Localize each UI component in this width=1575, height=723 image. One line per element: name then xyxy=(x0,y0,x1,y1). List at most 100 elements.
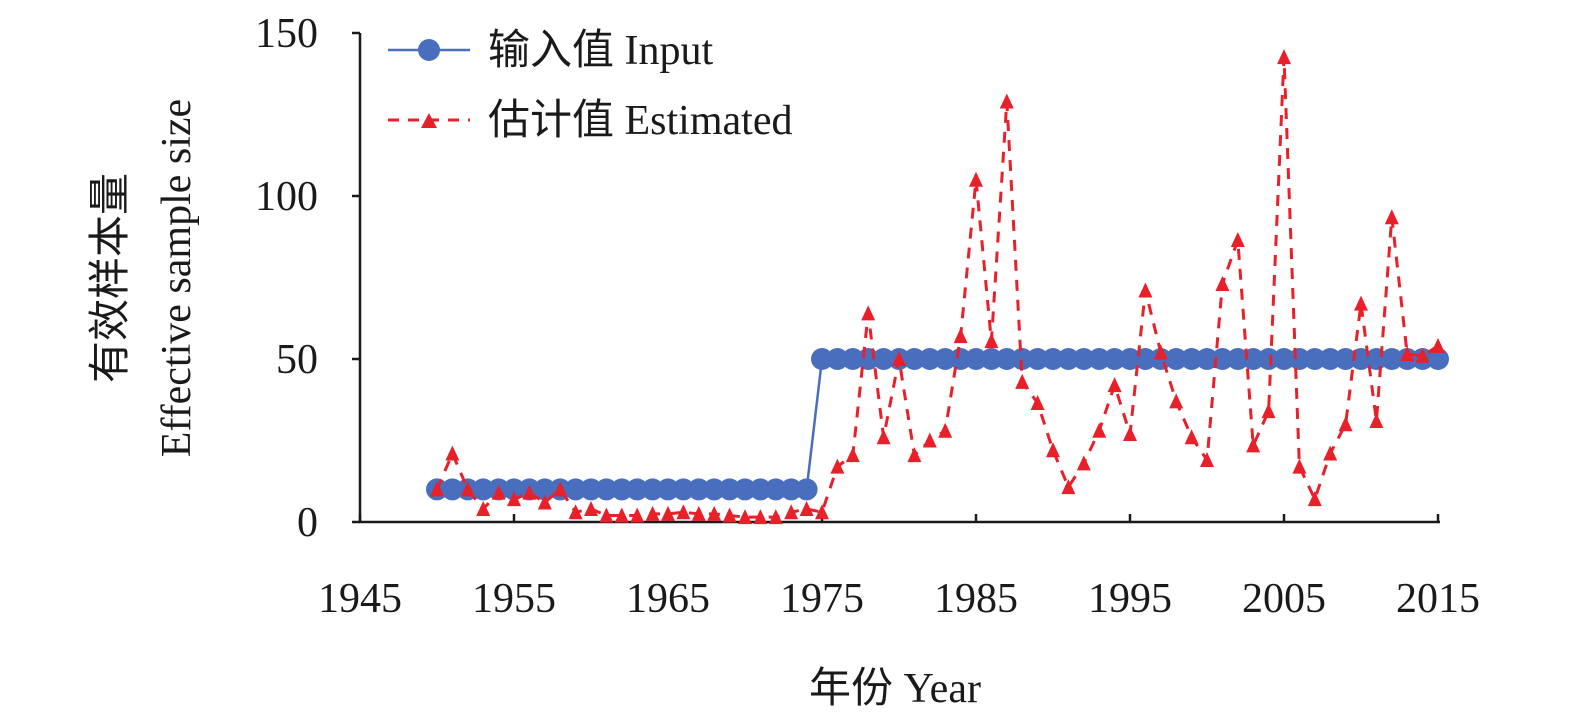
input-point xyxy=(472,478,495,501)
input-point xyxy=(734,478,756,501)
input-point xyxy=(1119,348,1141,370)
estimated-point xyxy=(1292,458,1307,474)
estimated-point xyxy=(537,494,552,510)
input-point xyxy=(1211,348,1234,370)
legend-input-label: 输入值 Input xyxy=(488,28,713,74)
estimated-point xyxy=(1354,295,1368,311)
estimated-point xyxy=(1107,377,1122,393)
estimated-point xyxy=(445,445,460,461)
estimated-point xyxy=(707,505,722,521)
estimated-point xyxy=(953,328,968,344)
estimated-point xyxy=(1076,455,1091,471)
input-point xyxy=(1180,348,1203,370)
input-point xyxy=(610,478,633,501)
estimated-point xyxy=(568,504,583,520)
estimated-point xyxy=(691,505,706,521)
estimated-point xyxy=(507,491,521,507)
estimated-point xyxy=(1184,429,1199,445)
estimated-point xyxy=(1061,479,1076,495)
input-point xyxy=(764,478,787,501)
estimated-point xyxy=(645,505,660,521)
series-layer xyxy=(426,49,1449,525)
estimated-point xyxy=(1277,49,1291,65)
estimated-point xyxy=(1030,395,1045,411)
input-point xyxy=(1226,348,1249,370)
axes xyxy=(352,31,1440,524)
estimated-point xyxy=(614,507,629,523)
y-tick-label: 100 xyxy=(255,174,318,220)
estimated-point xyxy=(460,481,475,497)
estimated-point xyxy=(876,429,891,445)
x-tick-label: 2015 xyxy=(1396,576,1480,622)
input-point xyxy=(872,348,895,370)
x-axis-label: 年份 Year xyxy=(809,665,981,712)
estimated-point xyxy=(476,500,491,516)
estimated-point xyxy=(661,505,675,521)
estimated-point xyxy=(630,507,645,523)
input-point xyxy=(1026,348,1049,370)
input-point xyxy=(1427,348,1449,370)
estimated-point xyxy=(938,422,953,438)
input-point xyxy=(564,478,587,501)
input-point xyxy=(441,478,464,501)
input-series-line xyxy=(437,357,1438,491)
estimated-point xyxy=(522,484,537,500)
y-axis-label-en: Effective sample size xyxy=(154,99,200,457)
estimated-point xyxy=(799,500,814,516)
estimated-point xyxy=(1400,346,1415,362)
estimated-point xyxy=(892,351,906,366)
estimated-point xyxy=(1015,373,1030,389)
input-point xyxy=(980,348,1003,370)
estimated-point xyxy=(1338,416,1353,432)
estimated-point xyxy=(753,509,768,525)
estimated-point xyxy=(1200,452,1214,468)
input-point xyxy=(718,478,741,501)
x-tick-label: 1945 xyxy=(318,576,402,622)
estimated-point xyxy=(1123,425,1137,441)
input-point xyxy=(995,348,1018,370)
estimated-point xyxy=(1415,347,1430,363)
estimated-point xyxy=(1369,412,1384,428)
legend-input-marker xyxy=(418,39,440,61)
input-point xyxy=(1257,348,1280,370)
input-point xyxy=(1273,348,1295,370)
estimated-point xyxy=(969,171,983,187)
estimated-point xyxy=(722,507,737,523)
estimated-point xyxy=(1169,393,1184,409)
input-point xyxy=(749,478,772,501)
estimated-point xyxy=(553,481,568,497)
estimated-point xyxy=(599,507,614,523)
input-point xyxy=(811,348,833,370)
input-point xyxy=(703,478,726,501)
estimated-point xyxy=(1138,282,1153,298)
input-point xyxy=(1303,348,1326,370)
estimated-point xyxy=(768,509,783,525)
input-point xyxy=(503,478,525,501)
input-point xyxy=(826,348,849,370)
estimated-point xyxy=(999,93,1014,109)
estimated-point xyxy=(907,447,922,463)
input-point xyxy=(641,478,664,501)
input-point xyxy=(780,478,803,501)
tick-labels: 0 50 100 150 1945 1955 1965 1975 1985 1995 2005 201… xyxy=(255,11,1480,622)
input-point xyxy=(949,348,972,370)
estimated-point xyxy=(1215,276,1230,292)
input-point xyxy=(687,478,710,501)
input-point xyxy=(1011,348,1034,370)
x-tick-label: 1995 xyxy=(1088,576,1172,622)
x-tick-label: 1965 xyxy=(626,576,710,622)
estimated-point xyxy=(584,500,598,516)
estimated-point xyxy=(815,504,829,520)
input-point xyxy=(1165,348,1188,370)
estimated-point xyxy=(1246,437,1261,453)
legend-estimated-marker xyxy=(421,113,437,128)
estimated-point xyxy=(1046,442,1060,458)
estimated-point xyxy=(922,432,937,448)
input-point xyxy=(595,478,618,501)
input-point xyxy=(1319,348,1342,370)
input-point xyxy=(657,478,679,501)
y-axis-label-cn: 有效样本量 xyxy=(88,173,134,383)
input-point xyxy=(1057,348,1080,370)
y-tick-label: 150 xyxy=(255,11,318,57)
